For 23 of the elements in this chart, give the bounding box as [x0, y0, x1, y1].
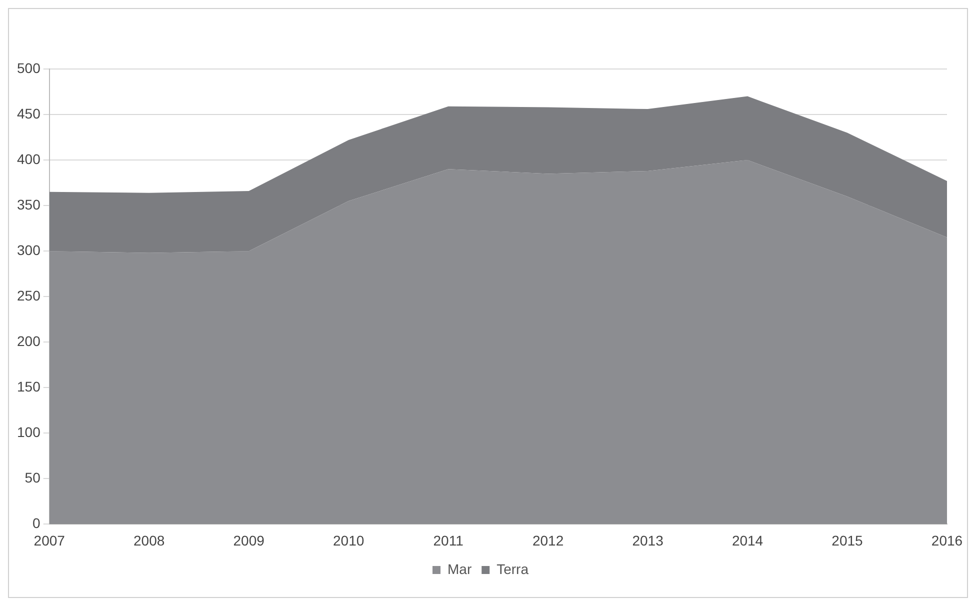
- x-tick-label: 2007: [34, 532, 66, 548]
- y-tick-label: 50: [24, 470, 41, 486]
- y-tick-label: 100: [17, 424, 41, 440]
- x-tick-label: 2012: [532, 532, 564, 548]
- y-tick-label: 150: [17, 378, 41, 394]
- y-tick-label: 350: [17, 196, 41, 212]
- x-tick-label: 2015: [832, 532, 864, 548]
- x-tick-label: 2011: [433, 532, 464, 548]
- x-tick-label: 2010: [332, 532, 364, 548]
- x-tick-label: 2013: [632, 532, 664, 548]
- y-tick-label: 0: [32, 515, 41, 532]
- y-tick-label: 250: [17, 287, 41, 304]
- x-tick-label: 2009: [233, 532, 265, 548]
- x-tick-label: 2016: [931, 532, 963, 548]
- legend-label: Mar: [447, 560, 472, 577]
- y-tick-label: 200: [17, 332, 41, 349]
- legend-label: Terra: [496, 560, 529, 577]
- x-tick-label: 2008: [134, 532, 165, 548]
- y-tick-label: 300: [17, 242, 41, 258]
- x-tick-label: 2014: [732, 532, 764, 548]
- y-tick-label: 450: [17, 105, 41, 122]
- y-tick-label: 500: [17, 60, 41, 76]
- y-tick-label: 400: [17, 150, 41, 167]
